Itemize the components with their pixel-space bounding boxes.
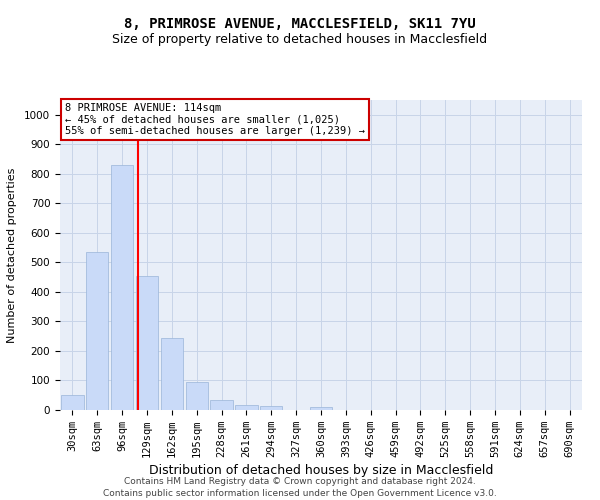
Bar [136,276,158,410]
Text: Contains public sector information licensed under the Open Government Licence v3: Contains public sector information licen… [103,489,497,498]
Bar [111,165,133,410]
Text: 8 PRIMROSE AVENUE: 114sqm
← 45% of detached houses are smaller (1,025)
55% of se: 8 PRIMROSE AVENUE: 114sqm ← 45% of detac… [65,103,365,136]
Bar [260,406,283,410]
Bar [185,382,208,410]
Bar [235,404,257,410]
Bar [211,400,233,410]
Text: Contains HM Land Registry data © Crown copyright and database right 2024.: Contains HM Land Registry data © Crown c… [124,478,476,486]
Bar [310,407,332,410]
Bar [61,395,83,410]
Y-axis label: Number of detached properties: Number of detached properties [7,168,17,342]
Bar [86,252,109,410]
Text: 8, PRIMROSE AVENUE, MACCLESFIELD, SK11 7YU: 8, PRIMROSE AVENUE, MACCLESFIELD, SK11 7… [124,18,476,32]
Text: Size of property relative to detached houses in Macclesfield: Size of property relative to detached ho… [112,32,488,46]
Bar [161,338,183,410]
X-axis label: Distribution of detached houses by size in Macclesfield: Distribution of detached houses by size … [149,464,493,477]
